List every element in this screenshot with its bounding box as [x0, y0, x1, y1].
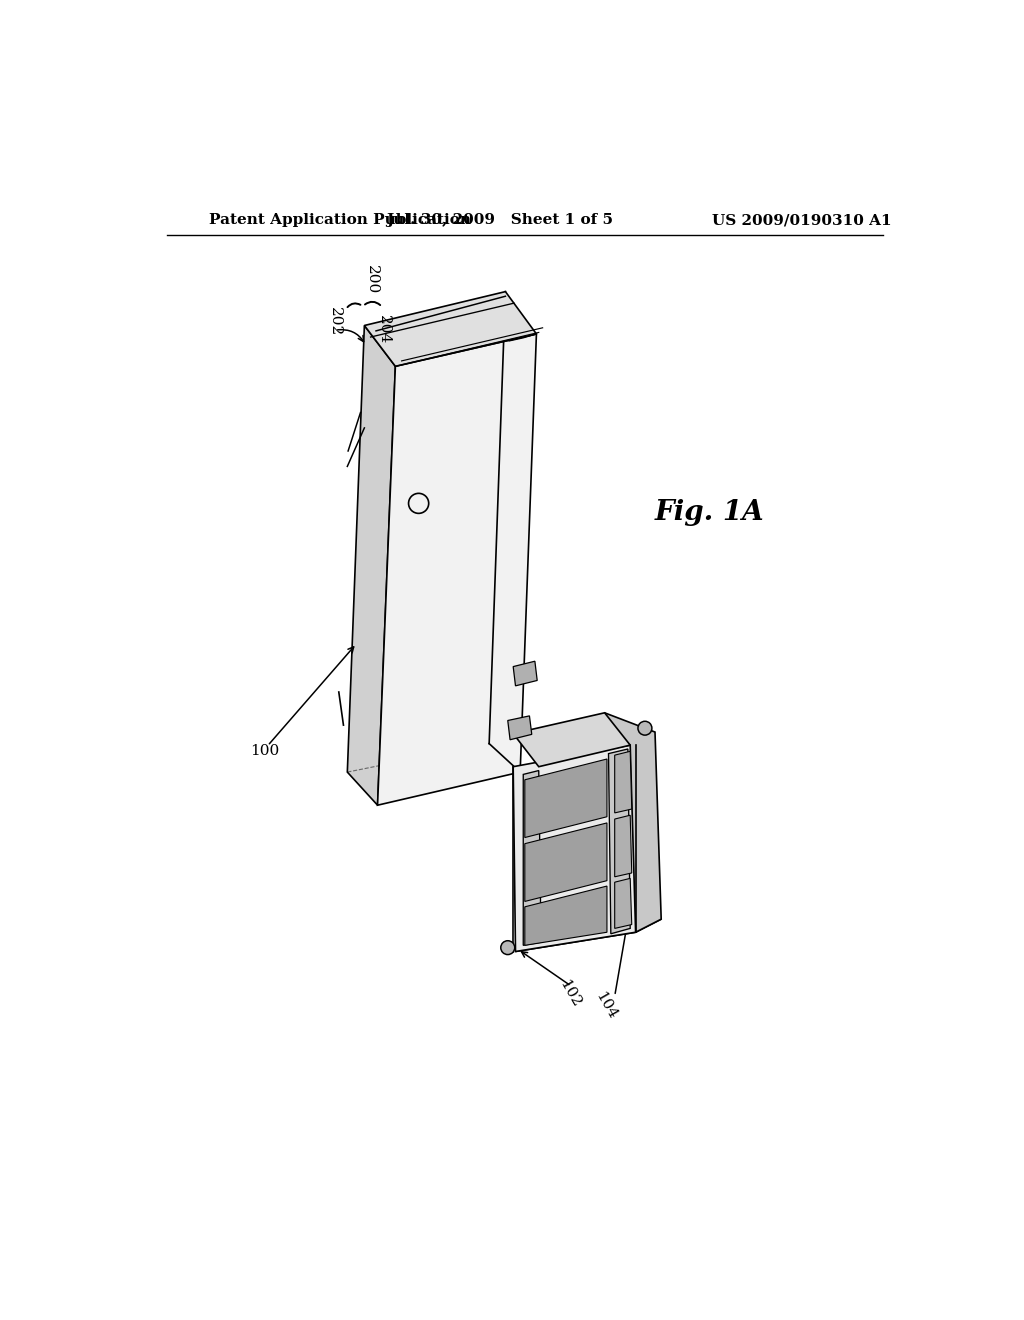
Text: Patent Application Publication: Patent Application Publication	[209, 213, 471, 227]
Circle shape	[638, 721, 652, 735]
Polygon shape	[524, 822, 607, 902]
Polygon shape	[614, 751, 632, 813]
Text: 104: 104	[593, 989, 620, 1022]
Text: Jul. 30, 2009   Sheet 1 of 5: Jul. 30, 2009 Sheet 1 of 5	[386, 213, 613, 227]
Polygon shape	[524, 886, 607, 945]
Polygon shape	[508, 715, 531, 739]
Polygon shape	[524, 759, 607, 838]
Polygon shape	[614, 878, 632, 928]
Polygon shape	[515, 919, 662, 952]
Text: 204: 204	[377, 314, 391, 345]
Polygon shape	[604, 713, 662, 932]
Polygon shape	[614, 816, 632, 876]
Text: 100: 100	[251, 744, 280, 758]
Polygon shape	[608, 748, 630, 933]
Text: 102: 102	[556, 978, 583, 1010]
Polygon shape	[523, 771, 541, 945]
Text: US 2009/0190310 A1: US 2009/0190310 A1	[713, 213, 892, 227]
Text: 200: 200	[366, 265, 379, 294]
Text: Fig. 1A: Fig. 1A	[655, 499, 765, 527]
Circle shape	[501, 941, 515, 954]
Text: 202: 202	[328, 308, 342, 337]
Polygon shape	[513, 744, 636, 952]
Polygon shape	[513, 661, 538, 686]
Polygon shape	[378, 334, 537, 805]
Polygon shape	[365, 292, 537, 367]
Polygon shape	[347, 326, 395, 805]
Polygon shape	[513, 713, 630, 767]
